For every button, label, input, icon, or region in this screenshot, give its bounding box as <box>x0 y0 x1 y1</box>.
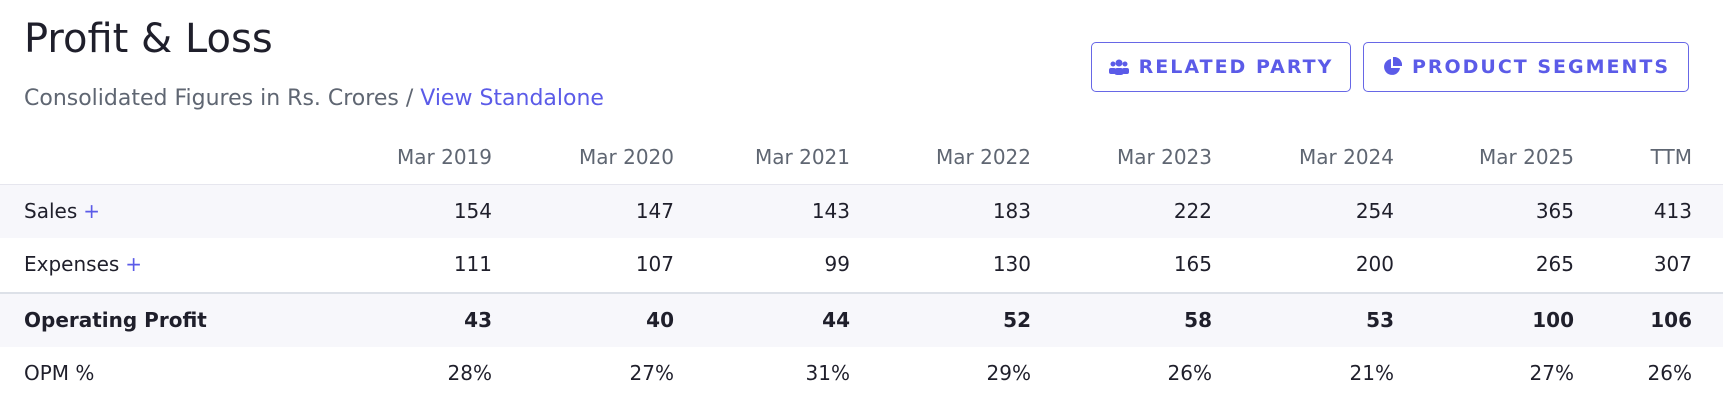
product-segments-button[interactable]: PRODUCT SEGMENTS <box>1363 42 1689 92</box>
row-label-text: Operating Profit <box>24 308 207 332</box>
table-row: OPM % 28% 27% 31% 29% 26% 21% 27% 26% <box>0 347 1723 400</box>
column-header: TTM <box>1650 145 1692 169</box>
table-row: Sales +154 147 143 183 222 254 365 413 <box>0 185 1723 238</box>
cell-value: 21% <box>1349 361 1394 385</box>
row-label-text: OPM % <box>24 361 95 385</box>
subtitle-text: Consolidated Figures in Rs. Crores <box>24 86 399 111</box>
cell-value: 183 <box>992 199 1031 223</box>
header-row: Mar 2019 Mar 2020 Mar 2021 Mar 2022 Mar 2023… <box>0 136 1723 185</box>
cell-value: 53 <box>1366 308 1394 332</box>
cell-value: 307 <box>1653 252 1692 276</box>
cell-value: 147 <box>635 199 674 223</box>
related-party-button[interactable]: RELATED PARTY <box>1091 42 1351 92</box>
column-header: Mar 2019 <box>397 145 492 169</box>
cell-value: 26% <box>1167 361 1212 385</box>
table-row: Expenses +111 107 99 130 165 200 265 307 <box>0 238 1723 292</box>
row-label: Sales + <box>24 199 100 223</box>
cell-value: 52 <box>1003 308 1031 332</box>
cell-value: 130 <box>992 252 1031 276</box>
cell-value: 29% <box>986 361 1031 385</box>
cell-value: 165 <box>1173 252 1212 276</box>
row-label: Expenses + <box>24 252 142 276</box>
cell-value: 99 <box>824 252 850 276</box>
users-icon <box>1108 59 1129 75</box>
cell-value: 222 <box>1173 199 1212 223</box>
cell-value: 106 <box>1650 308 1692 332</box>
cell-value: 27% <box>1529 361 1574 385</box>
cell-value: 58 <box>1184 308 1212 332</box>
cell-value: 43 <box>464 308 492 332</box>
cell-value: 40 <box>646 308 674 332</box>
title: Profit & Loss <box>24 16 273 62</box>
column-header: Mar 2022 <box>936 145 1031 169</box>
subtitle: Consolidated Figures in Rs. Crores / Vie… <box>24 86 604 111</box>
cell-value: 44 <box>822 308 850 332</box>
cell-value: 413 <box>1653 199 1692 223</box>
row-label: OPM % <box>24 361 94 385</box>
cell-value: 365 <box>1535 199 1574 223</box>
button-label: PRODUCT SEGMENTS <box>1411 56 1671 78</box>
cell-value: 28% <box>447 361 492 385</box>
column-header: Mar 2024 <box>1299 145 1394 169</box>
row-label-text: Expenses <box>24 252 120 276</box>
cell-value: 154 <box>453 199 492 223</box>
cell-value: 27% <box>629 361 674 385</box>
cell-value: 111 <box>453 252 492 276</box>
cell-value: 26% <box>1647 361 1692 385</box>
standalone-link[interactable]: View Standalone <box>420 86 604 111</box>
row-label-text: Sales <box>24 199 78 223</box>
row-label: Operating Profit <box>24 308 207 332</box>
cell-value: 107 <box>635 252 674 276</box>
pie-icon <box>1384 57 1402 75</box>
expand-button[interactable]: + <box>83 199 100 223</box>
button-label: RELATED PARTY <box>1138 56 1334 78</box>
cell-value: 265 <box>1535 252 1574 276</box>
table-row: Operating Profit 43 40 44 52 58 53 100 106 <box>0 292 1723 347</box>
column-header: Mar 2020 <box>579 145 674 169</box>
cell-value: 254 <box>1355 199 1394 223</box>
cell-value: 100 <box>1532 308 1574 332</box>
cell-value: 200 <box>1355 252 1394 276</box>
column-header: Mar 2021 <box>755 145 850 169</box>
expand-button[interactable]: + <box>125 252 143 276</box>
column-header: Mar 2023 <box>1117 145 1212 169</box>
separator: / <box>405 86 414 111</box>
column-header: Mar 2025 <box>1479 145 1574 169</box>
cell-value: 143 <box>811 199 850 223</box>
cell-value: 31% <box>805 361 850 385</box>
